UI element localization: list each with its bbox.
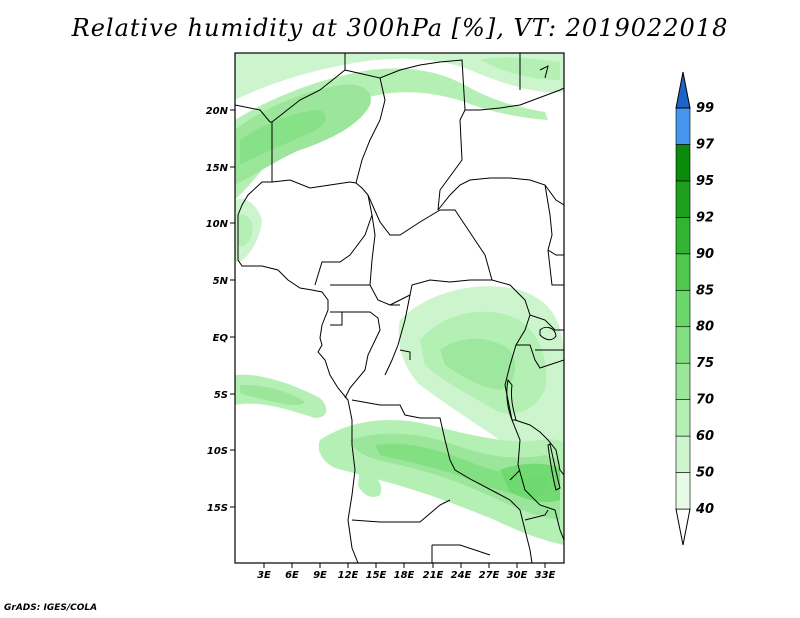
colorbar-label: 90: [696, 247, 714, 262]
colorbar-segment: [675, 435, 691, 473]
lon-label: 6E: [285, 570, 299, 581]
colorbar-segment: [675, 289, 691, 328]
colorbar-label: 50: [696, 466, 714, 481]
longitude-axis: 3E 6E 9E 12E 15E 18E 21E 24E 27E 30E 33E: [257, 563, 556, 581]
lon-label: 33E: [535, 570, 556, 581]
lon-label: 12E: [338, 570, 359, 581]
lat-label: 10S: [207, 446, 228, 457]
lon-label: 3E: [257, 570, 271, 581]
colorbar-label: 80: [696, 320, 714, 335]
lat-label: 20N: [206, 106, 229, 117]
lon-label: 27E: [479, 570, 500, 581]
humidity-field: [235, 53, 564, 545]
colorbar-segment: [675, 399, 691, 437]
colorbar-segment: [675, 217, 691, 255]
colorbar-label: 92: [696, 210, 714, 225]
colorbar-label: 60: [696, 429, 714, 444]
lon-label: 30E: [507, 570, 528, 581]
colorbar-label: 70: [696, 393, 714, 408]
lat-label: EQ: [213, 333, 229, 344]
lat-label: 5N: [213, 276, 229, 287]
colorbar-segment: [675, 71, 691, 109]
colorbar-segment: [675, 180, 691, 218]
lon-label: 24E: [451, 570, 472, 581]
colorbar-segment: [675, 472, 691, 510]
colorbar-label: 75: [696, 356, 714, 371]
colorbar-label: 95: [696, 174, 714, 189]
colorbar-label: 40: [695, 502, 714, 517]
map-title: Relative humidity at 300hPa [%], VT: 201…: [71, 14, 729, 42]
latitude-axis: 20N 15N 10N 5N EQ 5S 10S 15S: [206, 106, 235, 514]
colorbar-segment: [675, 362, 691, 400]
lon-label: 21E: [423, 570, 444, 581]
lon-label: 9E: [313, 570, 327, 581]
colorbar-label: 99: [696, 101, 714, 116]
colorbar-label: 85: [696, 283, 714, 298]
colorbar-label: 97: [696, 137, 715, 152]
country-borders: [235, 53, 564, 563]
lon-label: 15E: [366, 570, 387, 581]
colorbar-segment: [675, 253, 691, 291]
lat-label: 5S: [214, 390, 228, 401]
grads-credit: GrADS: IGES/COLA: [4, 603, 98, 613]
lon-label: 18E: [394, 570, 415, 581]
lat-label: 15N: [206, 163, 229, 174]
lat-label: 10N: [206, 219, 229, 230]
colorbar-segment: [675, 107, 691, 145]
colorbar-segment: [675, 144, 691, 182]
map-frame: [234, 52, 565, 564]
colorbar-segment: [675, 508, 691, 546]
colorbar: 40 50 60 70 75 80 85 90 92 95 97 99: [675, 71, 715, 546]
colorbar-segment: [675, 326, 691, 364]
lat-label: 15S: [207, 503, 228, 514]
